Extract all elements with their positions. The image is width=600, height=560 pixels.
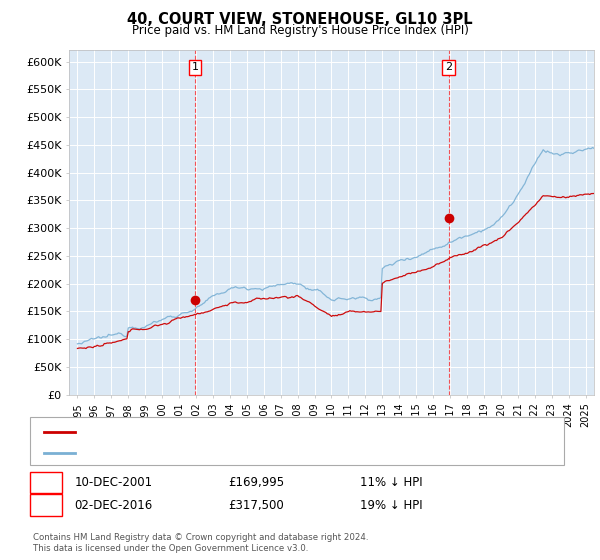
Text: £169,995: £169,995 — [228, 476, 284, 489]
Text: 19% ↓ HPI: 19% ↓ HPI — [360, 498, 422, 512]
Text: 2: 2 — [43, 500, 50, 510]
Text: 1: 1 — [191, 63, 199, 72]
Text: 40, COURT VIEW, STONEHOUSE, GL10 3PL: 40, COURT VIEW, STONEHOUSE, GL10 3PL — [127, 12, 473, 27]
Text: 11% ↓ HPI: 11% ↓ HPI — [360, 476, 422, 489]
Text: 2: 2 — [445, 63, 452, 72]
Text: 02-DEC-2016: 02-DEC-2016 — [74, 498, 152, 512]
Text: 10-DEC-2001: 10-DEC-2001 — [74, 476, 152, 489]
Text: 1: 1 — [43, 478, 50, 488]
Text: £317,500: £317,500 — [228, 498, 284, 512]
Text: HPI: Average price, detached house, Stroud: HPI: Average price, detached house, Stro… — [81, 448, 320, 458]
Text: Price paid vs. HM Land Registry's House Price Index (HPI): Price paid vs. HM Land Registry's House … — [131, 24, 469, 37]
Text: Contains HM Land Registry data © Crown copyright and database right 2024.
This d: Contains HM Land Registry data © Crown c… — [33, 533, 368, 553]
Text: 40, COURT VIEW, STONEHOUSE, GL10 3PL (detached house): 40, COURT VIEW, STONEHOUSE, GL10 3PL (de… — [81, 427, 412, 437]
